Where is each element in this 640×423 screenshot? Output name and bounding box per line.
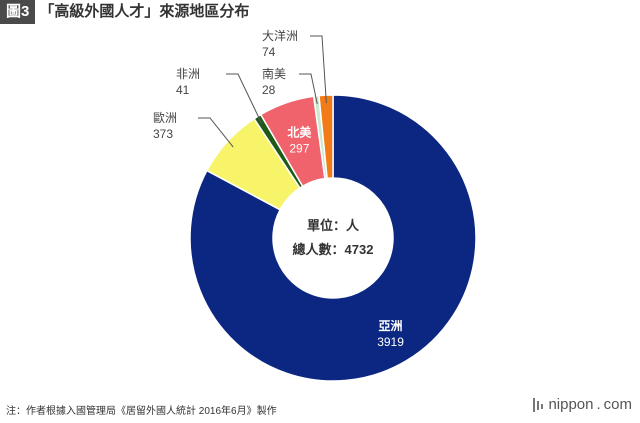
slice-label-4: 北美 bbox=[287, 125, 312, 140]
brand-name: nippon bbox=[548, 396, 594, 413]
slice-label-2: 歐洲 bbox=[153, 110, 177, 125]
leader-line-3 bbox=[226, 73, 263, 124]
donut-slice-1 bbox=[189, 94, 477, 382]
brand-suffix: com bbox=[603, 396, 632, 413]
leader-line-5 bbox=[299, 73, 318, 105]
slice-value-1: 3919 bbox=[377, 335, 404, 349]
slice-label-3: 非洲 bbox=[176, 67, 200, 81]
brand-logo: nippon. com bbox=[531, 396, 632, 413]
slice-value-2: 373 bbox=[153, 127, 173, 141]
slice-value-5: 28 bbox=[262, 83, 276, 97]
slice-value-6: 74 bbox=[262, 45, 276, 59]
slice-label-1: 亞洲 bbox=[379, 319, 403, 333]
donut-slice-6 bbox=[318, 94, 334, 180]
slice-label-6: 大洋洲 bbox=[262, 28, 298, 43]
chart-header: 圖3 「高級外國人才」來源地區分布 bbox=[0, 0, 249, 24]
brand-dot: . bbox=[596, 396, 601, 413]
leader-line-2 bbox=[198, 117, 234, 148]
leader-line-6 bbox=[310, 35, 327, 104]
slice-label-5: 南美 bbox=[262, 66, 286, 81]
chart-title: 「高級外國人才」來源地區分布 bbox=[39, 3, 250, 20]
figure-badge: 圖3 bbox=[0, 0, 36, 24]
center-unit-label: 單位：人 bbox=[307, 218, 360, 233]
slice-value-4: 297 bbox=[289, 142, 309, 156]
center-total-label: 總人數：4732 bbox=[293, 242, 374, 257]
footnote: 注：作者根據入國管理局《居留外國人統計 2016年6月》製作 bbox=[6, 406, 277, 417]
slice-value-3: 41 bbox=[176, 83, 190, 97]
nippon-logo-icon bbox=[533, 397, 544, 412]
